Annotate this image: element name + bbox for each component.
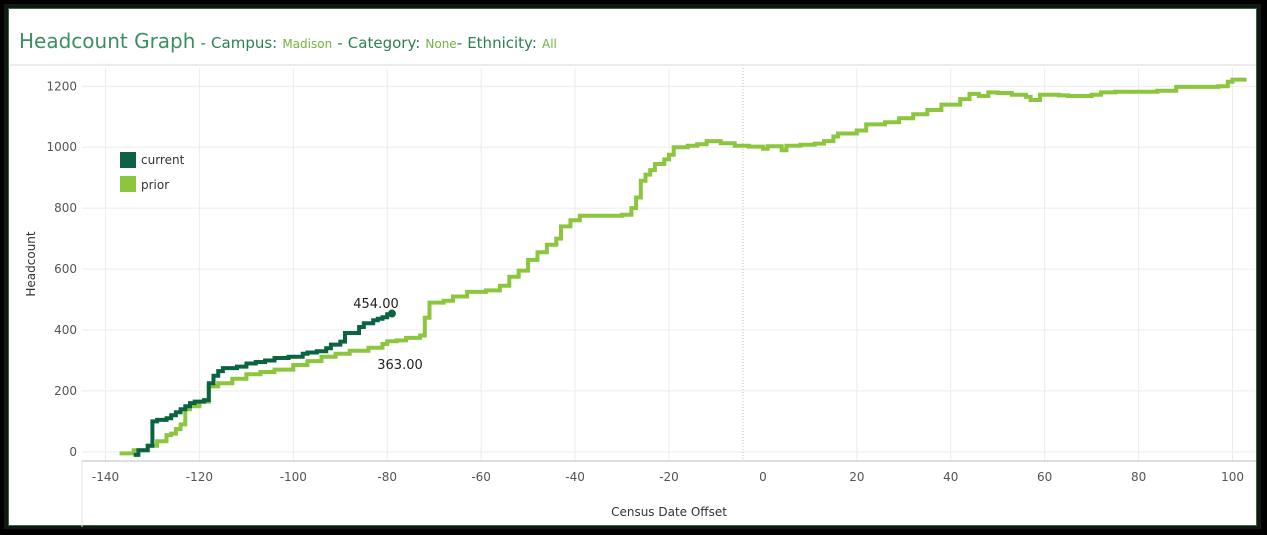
ethnicity-label: Ethnicity:: [467, 34, 537, 52]
y-tick-label: 1200: [46, 79, 77, 93]
y-tick-label: 0: [69, 445, 77, 459]
y-axis-title: Headcount: [24, 231, 38, 297]
x-tick-label: -40: [565, 470, 585, 484]
series-line-prior[interactable]: [119, 77, 1247, 456]
x-tick-labels: -140 -120 -100 -80 -60 -40 -20 0 20 40 60 80 100: [92, 470, 1244, 484]
x-tick-label: 40: [943, 470, 958, 484]
legend-label-current: current: [141, 153, 185, 167]
x-tick-label: 100: [1221, 470, 1244, 484]
title-separator-1: -: [200, 34, 206, 52]
current-end-label: 454.00: [353, 297, 399, 312]
ethnicity-value[interactable]: All: [541, 37, 557, 51]
title-separator-3: -: [456, 34, 463, 52]
chart-title: Headcount Graph - Campus: Madison - Cate…: [19, 27, 557, 58]
legend-swatch-current: [120, 152, 136, 168]
x-tick-label: 60: [1037, 470, 1052, 484]
x-tick-label: -60: [471, 470, 491, 484]
grid-lines: [82, 68, 1256, 461]
x-tick-label: -20: [659, 470, 679, 484]
y-tick-label: 400: [54, 323, 77, 337]
y-tick-label: 600: [54, 262, 77, 276]
campus-label: Campus:: [211, 34, 278, 52]
series-line-current[interactable]: [133, 312, 394, 457]
y-tick-label: 800: [54, 201, 77, 215]
x-tick-label: -120: [186, 470, 213, 484]
x-tick-label: -100: [280, 470, 307, 484]
series-lines: [119, 77, 1247, 457]
campus-value[interactable]: Madison: [282, 37, 333, 51]
category-label: Category:: [347, 34, 421, 52]
x-tick-label: 20: [849, 470, 864, 484]
category-value[interactable]: None: [425, 37, 457, 51]
legend-swatch-prior: [120, 176, 136, 192]
y-tick-label: 200: [54, 384, 77, 398]
legend: current prior: [120, 152, 185, 192]
y-tick-label: 1000: [46, 140, 77, 154]
x-tick-label: 0: [759, 470, 767, 484]
x-tick-label: 80: [1131, 470, 1146, 484]
current-end-point[interactable]: [387, 309, 396, 318]
prior-end-label: 363.00: [377, 358, 423, 373]
y-tick-labels: 0 200 400 600 800 1000 1200: [46, 79, 77, 459]
x-axis-title: Census Date Offset: [611, 505, 727, 519]
x-tick-label: -140: [92, 470, 119, 484]
legend-label-prior: prior: [141, 178, 169, 192]
title-separator-2: -: [337, 34, 343, 52]
x-tick-label: -80: [377, 470, 397, 484]
title-main: Headcount Graph: [19, 29, 196, 53]
